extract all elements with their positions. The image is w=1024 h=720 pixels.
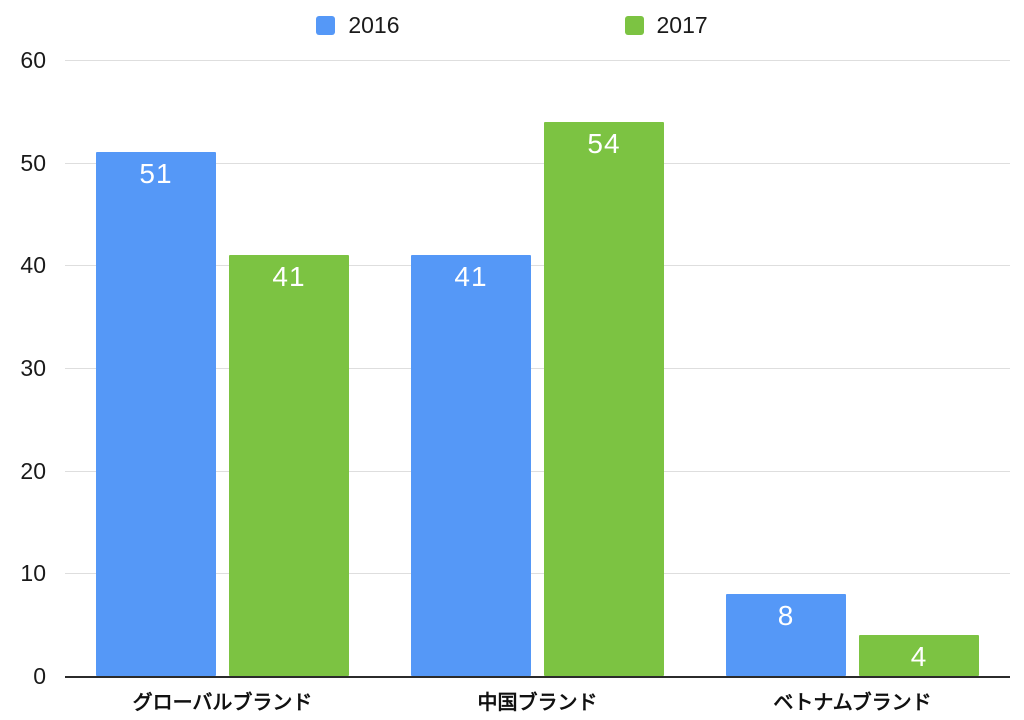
bar-value-label: 8	[777, 599, 795, 631]
bar-2016-category-2: 8	[726, 593, 846, 676]
gridline-20	[65, 470, 1010, 472]
gridline-10	[65, 573, 1010, 575]
y-axis-tick-label-40: 40	[20, 252, 46, 279]
legend-item-2016: 2016	[316, 12, 400, 39]
bar-2016-category-0: 51	[96, 152, 216, 676]
y-axis-tick-label-50: 50	[20, 149, 46, 176]
y-axis-tick-label-10: 10	[20, 560, 46, 587]
bar-value-label: 41	[272, 261, 306, 293]
y-axis-tick-label-60: 60	[20, 47, 46, 73]
legend-label-2016: 2016	[348, 12, 400, 38]
legend-swatch-2017-icon	[624, 16, 644, 35]
legend-item-2017: 2017	[624, 12, 708, 39]
bar-2017-category-1: 54	[544, 121, 664, 676]
x-axis-category-label-0: グローバルブランド	[132, 692, 313, 714]
x-axis-category-label-1: 中国ブランド	[477, 692, 598, 714]
y-axis-tick-label-30: 30	[20, 355, 46, 381]
legend-swatch-2016-icon	[316, 16, 336, 35]
bar-value-label: 41	[454, 261, 488, 293]
bar-2016-category-1: 41	[411, 255, 531, 676]
chart-legend: 2016 2017	[0, 12, 1024, 39]
plot-area: 51 41 41 54 8 4	[65, 60, 1010, 678]
gridline-30	[65, 368, 1010, 369]
y-axis-tick-label-20: 20	[20, 457, 46, 484]
bar-value-label: 51	[139, 158, 173, 190]
x-axis-category-label-2: ベトナムブランド	[773, 692, 932, 714]
gridline-50	[65, 162, 1010, 164]
y-axis-tick-label-0: 0	[33, 663, 46, 689]
gridline-40	[65, 265, 1010, 267]
bar-value-label: 54	[587, 127, 621, 159]
bar-2017-category-2: 4	[859, 634, 979, 676]
bar-2017-category-0: 41	[229, 255, 349, 676]
bar-value-label: 4	[910, 640, 928, 672]
gridline-60	[65, 60, 1010, 61]
legend-label-2017: 2017	[656, 12, 708, 38]
